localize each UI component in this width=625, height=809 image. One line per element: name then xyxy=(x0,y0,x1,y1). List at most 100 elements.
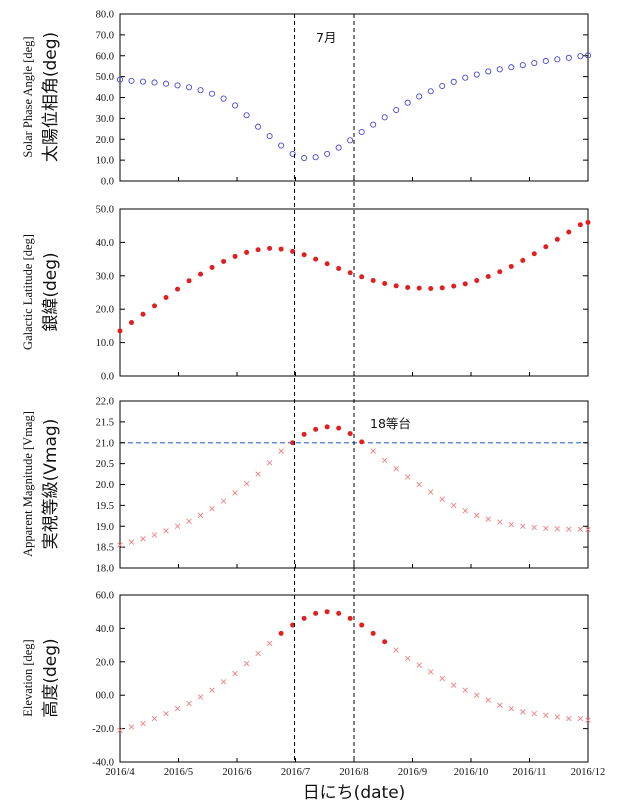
data-points-2 xyxy=(117,219,591,334)
x-tick-label: 2016/4 xyxy=(105,767,135,778)
data-point xyxy=(151,79,158,86)
y-tick-label: 50.0 xyxy=(96,72,114,83)
data-point xyxy=(186,700,192,707)
data-point xyxy=(531,251,537,257)
y-tick-label: -20.0 xyxy=(92,724,114,735)
data-point xyxy=(129,320,135,326)
data-point xyxy=(474,692,480,698)
data-point xyxy=(428,285,434,291)
data-point xyxy=(185,84,193,91)
panel-elevation: -40.0 -20.0 00.0 20.0 40.0 60.0 Elevation [de… xyxy=(21,591,591,769)
data-point xyxy=(255,123,262,130)
data-point xyxy=(174,523,181,529)
data-point xyxy=(335,144,342,151)
data-point xyxy=(336,425,342,431)
data-point xyxy=(520,523,526,529)
y-tick-label: 21.5 xyxy=(96,417,114,428)
y-tick-label: -40.0 xyxy=(92,758,114,769)
data-point xyxy=(140,536,146,542)
data-point xyxy=(243,660,250,667)
data-point xyxy=(485,273,491,279)
data-point xyxy=(324,261,330,267)
y-tick-label: 10.0 xyxy=(96,338,114,349)
x-tick-label: 2016/8 xyxy=(339,767,368,778)
x-tick-label: 2016/6 xyxy=(222,767,251,778)
data-point xyxy=(255,247,261,253)
data-point xyxy=(462,281,468,287)
data-point xyxy=(585,717,591,723)
panel-apparent-magnitude: 18.0 18.5 19.0 19.5 20.0 20.5 21.0 21.5 22.0 App… xyxy=(21,397,591,575)
y-tick-label: 18.5 xyxy=(96,543,114,554)
data-point xyxy=(358,128,365,135)
data-point xyxy=(531,60,538,67)
data-point xyxy=(473,71,480,78)
data-point xyxy=(585,219,591,225)
data-point xyxy=(324,609,330,615)
data-point xyxy=(290,440,296,446)
data-point xyxy=(577,715,584,722)
data-point xyxy=(163,710,169,717)
data-point xyxy=(370,277,376,283)
data-point xyxy=(405,284,411,290)
data-point xyxy=(577,53,584,60)
data-point xyxy=(428,669,434,675)
data-point xyxy=(255,650,261,657)
data-point xyxy=(209,90,216,97)
data-point xyxy=(163,528,169,534)
data-point xyxy=(381,457,388,464)
data-point xyxy=(232,490,238,496)
data-point xyxy=(232,253,238,259)
data-point xyxy=(439,496,445,502)
data-point xyxy=(151,715,158,722)
data-point xyxy=(232,102,239,109)
y-tick-label: 40.0 xyxy=(96,93,114,104)
data-point xyxy=(244,249,250,255)
data-point xyxy=(301,154,308,162)
data-point xyxy=(209,264,215,270)
data-point xyxy=(128,539,135,545)
data-point xyxy=(381,114,388,121)
data-point xyxy=(163,295,169,301)
data-point xyxy=(220,679,227,685)
data-point xyxy=(508,64,515,71)
data-point xyxy=(370,448,376,454)
data-point xyxy=(312,154,319,161)
data-point xyxy=(117,542,123,548)
data-point xyxy=(393,647,399,653)
y-tick-label: 20.0 xyxy=(96,135,114,146)
data-point xyxy=(585,526,591,533)
data-point xyxy=(313,256,319,262)
data-points-3 xyxy=(117,424,591,548)
data-point xyxy=(428,489,434,495)
y-axis-label-2: Galactic Latitude [deg] xyxy=(21,234,35,350)
data-point xyxy=(290,622,296,628)
data-point xyxy=(359,439,365,445)
data-point xyxy=(416,481,422,488)
y-tick-label: 18.0 xyxy=(96,564,114,575)
month-window-lines xyxy=(294,14,355,762)
data-point xyxy=(336,265,342,271)
data-point xyxy=(497,702,503,708)
y-axis-label-ja-3: 実視等級(Vmag) xyxy=(41,419,61,550)
data-point xyxy=(324,424,330,430)
data-point xyxy=(485,697,491,703)
data-point xyxy=(289,150,296,157)
data-point xyxy=(313,426,319,432)
data-point xyxy=(439,285,445,291)
y-tick-label: 60.0 xyxy=(96,51,114,62)
data-point xyxy=(278,630,284,636)
y-tick-label: 20.0 xyxy=(96,480,114,491)
data-point xyxy=(404,655,411,662)
x-tick-label: 2016/9 xyxy=(398,767,427,778)
x-tick-label: 2016/11 xyxy=(512,767,546,778)
y-tick-label: 60.0 xyxy=(96,591,114,602)
data-point xyxy=(416,93,423,100)
data-point xyxy=(301,252,307,258)
data-point xyxy=(382,639,388,645)
y-axis-label-1: Solar Phase Angle [deg] xyxy=(21,36,35,157)
data-point xyxy=(474,277,480,283)
data-point xyxy=(198,271,204,277)
x-tick-label: 2016/12 xyxy=(571,767,605,778)
data-point xyxy=(359,274,365,280)
